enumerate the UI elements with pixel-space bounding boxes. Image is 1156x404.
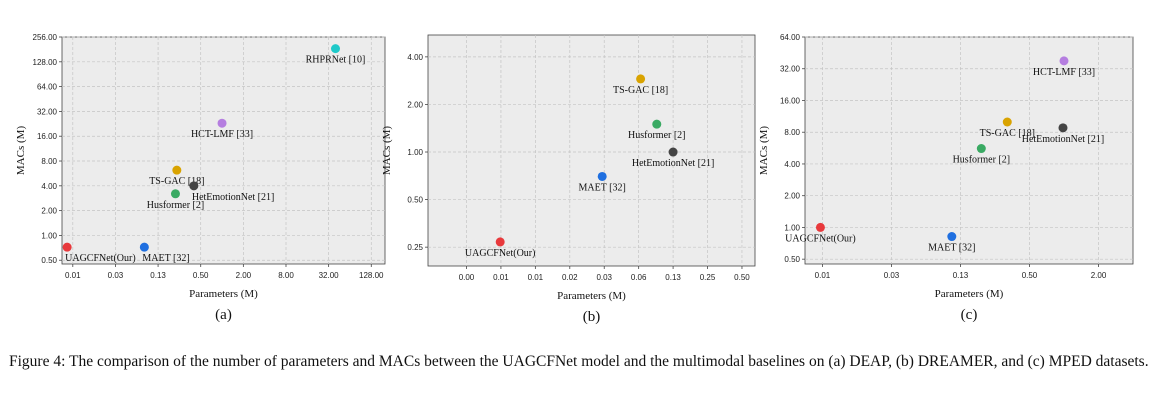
x-axis-label: Parameters (M) (189, 288, 258, 300)
x-tick-label: 0.02 (562, 273, 578, 282)
data-point (947, 232, 957, 242)
y-tick-label: 8.00 (784, 128, 800, 137)
x-tick-label: 0.13 (665, 273, 681, 282)
panel-label: (c) (961, 307, 978, 323)
x-tick-label: 0.50 (734, 273, 750, 282)
point-label: HetEmotionNet [21] (632, 158, 714, 169)
point-label: RHPRNet [10] (306, 55, 366, 66)
x-tick-label: 0.03 (108, 271, 124, 280)
y-axis-label: MACs (M) (758, 126, 770, 176)
data-point (330, 44, 340, 54)
chart-panel-b: 0.00 0.01 0.01 0.02 0.03 0.06 0.13 0.25 0.50 0.25… (381, 34, 756, 325)
plot-area (427, 34, 756, 267)
x-tick-label: 0.25 (700, 273, 716, 282)
y-tick-label: 2.00 (784, 192, 800, 201)
y-tick-label: 0.25 (407, 243, 423, 252)
x-axis-label: Parameters (M) (935, 288, 1004, 300)
data-point (815, 222, 825, 232)
point-label: TS-GAC [18] (149, 176, 204, 187)
point-label: TS-GAC [18] (613, 85, 668, 96)
point-label: TS-GAC [18] (980, 128, 1035, 139)
y-tick-label: 4.00 (407, 53, 423, 62)
data-point (170, 189, 180, 199)
y-tick-label: 4.00 (41, 182, 57, 191)
x-tick-label: 0.03 (884, 271, 900, 280)
x-tick-label: 0.50 (1022, 271, 1038, 280)
x-tick-label: 0.01 (493, 273, 509, 282)
point-label: MAET [32] (142, 253, 189, 264)
y-tick-label: 0.50 (784, 255, 800, 264)
x-tick-label: 0.06 (631, 273, 647, 282)
data-point (172, 165, 182, 175)
panel-label: (b) (583, 309, 601, 325)
x-tick-label: 8.00 (278, 271, 294, 280)
data-point (189, 181, 199, 191)
plot-area (61, 36, 386, 265)
point-label: UAGCFNet(Our) (465, 248, 536, 259)
data-point (495, 237, 505, 247)
x-tick-label: 32.00 (319, 271, 340, 280)
x-tick-label: 0.13 (953, 271, 969, 280)
x-tick-label: 0.00 (459, 273, 475, 282)
x-tick-label: 2.00 (236, 271, 252, 280)
point-label: UAGCFNet(Our) (785, 233, 856, 244)
y-tick-label: 16.00 (37, 132, 58, 141)
data-point (668, 147, 678, 157)
x-tick-label: 0.01 (65, 271, 81, 280)
data-point (217, 118, 227, 128)
y-tick-label: 1.00 (41, 231, 57, 240)
point-label: Husformer [2] (147, 200, 204, 211)
y-tick-label: 8.00 (41, 157, 57, 166)
y-tick-label: 4.00 (784, 160, 800, 169)
y-tick-label: 64.00 (37, 83, 58, 92)
x-tick-label: 2.00 (1091, 271, 1107, 280)
x-tick-label: 0.01 (815, 271, 831, 280)
point-label: HCT-LMF [33] (1033, 67, 1095, 78)
x-tick-label: 0.50 (193, 271, 209, 280)
data-point (139, 242, 149, 252)
point-label: HetEmotionNet [21] (192, 192, 274, 203)
x-tick-label: 0.13 (150, 271, 166, 280)
point-label: MAET [32] (928, 243, 975, 254)
data-point (636, 74, 646, 84)
point-label: HetEmotionNet [21] (1022, 134, 1104, 145)
data-point (1058, 123, 1068, 133)
plot-area (804, 36, 1134, 265)
y-tick-label: 0.50 (41, 256, 57, 265)
point-label: Husformer [2] (628, 130, 685, 141)
x-tick-label: 0.01 (528, 273, 544, 282)
data-point (652, 119, 662, 129)
panel-label: (a) (215, 307, 232, 323)
data-point (1002, 117, 1012, 127)
y-tick-label: 1.00 (407, 148, 423, 157)
x-axis-label: Parameters (M) (557, 290, 626, 302)
point-label: MAET [32] (579, 182, 626, 193)
y-tick-label: 2.00 (407, 100, 423, 109)
data-point (62, 242, 72, 252)
figure: 0.01 0.03 0.13 0.50 2.00 8.00 32.00 128.00 0.50 1… (15, 33, 1134, 325)
y-axis-label: MACs (M) (15, 126, 27, 176)
y-tick-label: 1.00 (784, 223, 800, 232)
chart-panel-a: 0.01 0.03 0.13 0.50 2.00 8.00 32.00 128.00 0.50 1… (15, 33, 386, 323)
data-point (976, 144, 986, 154)
y-tick-label: 256.00 (33, 33, 58, 42)
y-tick-label: 2.00 (41, 207, 57, 216)
point-label: UAGCFNet(Our) (65, 253, 136, 264)
chart-panel-c: 0.01 0.03 0.13 0.50 2.00 0.50 1.00 2.00 4.00 8.00… (758, 33, 1134, 323)
y-tick-label: 32.00 (37, 107, 58, 116)
y-tick-label: 64.00 (780, 33, 801, 42)
figure-caption: Figure 4: The comparison of the number o… (9, 353, 1149, 370)
y-tick-label: 32.00 (780, 65, 801, 74)
y-tick-label: 0.50 (407, 196, 423, 205)
x-tick-label: 0.03 (596, 273, 612, 282)
x-tick-label: 128.00 (359, 271, 384, 280)
point-label: HCT-LMF [33] (191, 129, 253, 140)
y-tick-label: 128.00 (33, 58, 58, 67)
y-axis-label: MACs (M) (381, 126, 393, 176)
data-point (597, 171, 607, 181)
y-tick-label: 16.00 (780, 96, 801, 105)
point-label: Husformer [2] (953, 155, 1010, 166)
data-point (1059, 56, 1069, 66)
